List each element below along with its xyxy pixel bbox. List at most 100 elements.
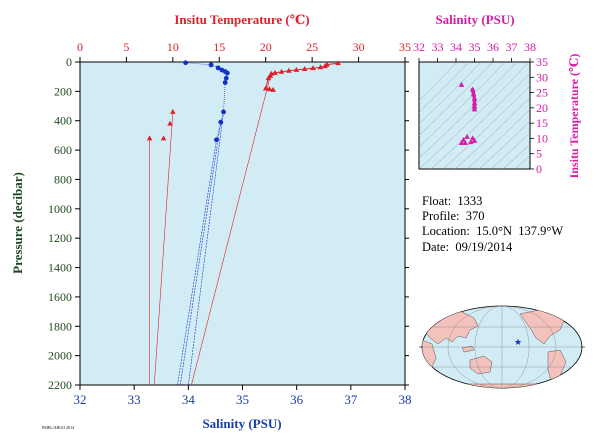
- temperature-deep-line: [153, 111, 174, 386]
- ts-surface-band: [470, 87, 477, 112]
- salinity-point: [221, 109, 226, 115]
- profile-axes: 0 5 10 15 20 25 30 35 32 33 34 35 36 37 38 0 200 400 600 80…: [48, 40, 412, 407]
- ts-top-tick-label: 35: [469, 40, 481, 54]
- left-tick-label: 1400: [48, 261, 72, 275]
- float-location-marker: ★: [514, 337, 522, 347]
- ts-contour: [454, 97, 530, 169]
- salinity-point: [223, 75, 229, 81]
- left-tick-label: 1000: [48, 202, 72, 216]
- ts-contour: [419, 62, 530, 169]
- ts-top-tick-label: 36: [487, 40, 499, 54]
- temperature-point: [278, 68, 285, 74]
- left-axis-title: Pressure (decibar): [10, 172, 25, 274]
- top-tick-label: 25: [306, 40, 318, 54]
- temperature-point: [167, 120, 173, 126]
- ts-right-tick-label: 15: [536, 116, 548, 130]
- salinity-deep-line: [179, 122, 222, 386]
- ts-contour: [419, 62, 458, 101]
- temperature-deep-line: [191, 75, 271, 386]
- salinity-deep-line: [188, 111, 224, 386]
- ts-right-tick-label: 20: [536, 101, 548, 115]
- top-axis-title: Insitu Temperature (℃): [174, 12, 309, 27]
- ts-top-tick-label: 32: [413, 40, 425, 54]
- ts-top-tick-label: 38: [524, 40, 536, 54]
- ts-right-axis-title: Insitu Temperature (℃): [567, 54, 581, 179]
- float-id: Float: 1333: [422, 194, 483, 208]
- salinity-point: [215, 65, 221, 71]
- ts-top-tick-label: 34: [450, 40, 462, 54]
- left-tick-label: 0: [66, 55, 72, 69]
- ts-contour: [430, 73, 530, 169]
- ts-point: [458, 140, 465, 146]
- salinity-point: [224, 70, 230, 76]
- ts-point: [462, 140, 469, 146]
- left-tick-label: 2200: [48, 378, 72, 392]
- temperature-point: [317, 64, 324, 70]
- ts-contour: [502, 143, 530, 169]
- left-tick-label: 2000: [48, 349, 72, 363]
- top-tick-label: 20: [260, 40, 272, 54]
- top-tick-label: 35: [399, 40, 411, 54]
- float-info-block: Float: 1333 Profile: 370 Location: 15.0°…: [422, 194, 563, 255]
- bottom-tick-label: 32: [74, 392, 87, 407]
- profile-chart: 0 5 10 15 20 25 30 35 32 33 34 35 36 37 38 0 200 400 600 80…: [10, 12, 412, 431]
- ts-point: [460, 136, 467, 142]
- location: Location: 15.0°N 137.9°W: [422, 224, 564, 239]
- temperature-point: [262, 85, 269, 91]
- map-graticule: [422, 306, 582, 388]
- temperature-point: [322, 63, 328, 69]
- left-tick-label: 1800: [48, 319, 72, 333]
- bottom-tick-label: 38: [399, 392, 412, 407]
- ts-contour: [514, 155, 530, 169]
- salinity-point: [222, 80, 228, 85]
- ts-right-tick-label: 35: [536, 55, 548, 69]
- salinity-point: [208, 62, 214, 68]
- bottom-tick-label: 37: [344, 392, 358, 407]
- ts-top-axis-title: Salinity (PSU): [435, 12, 514, 27]
- top-tick-label: 15: [213, 40, 225, 54]
- top-tick-label: 10: [167, 40, 179, 54]
- ts-right-tick-label: 10: [536, 131, 548, 145]
- ts-contour: [419, 62, 494, 137]
- ts-point: [471, 137, 478, 143]
- bottom-tick-label: 35: [236, 392, 249, 407]
- ts-contour: [419, 62, 482, 125]
- ts-right-tick-label: 0: [536, 162, 542, 176]
- left-tick-label: 600: [54, 143, 72, 157]
- ts-point: [458, 81, 465, 87]
- ts-contour: [419, 62, 470, 113]
- temperature-point: [335, 60, 341, 66]
- ts-contour: [419, 62, 518, 159]
- ts-right-tick-label: 25: [536, 86, 548, 100]
- temperature-point: [301, 66, 308, 72]
- date: Date: 09/19/2014: [422, 239, 513, 254]
- top-tick-label: 0: [77, 40, 83, 54]
- left-tick-label: 400: [54, 114, 72, 128]
- bottom-tick-label: 34: [182, 392, 196, 407]
- temperature-point: [293, 66, 300, 72]
- salinity-point: [183, 60, 189, 66]
- temperature-point: [310, 65, 316, 71]
- temperature-point: [286, 67, 292, 73]
- top-tick-label: 30: [353, 40, 365, 54]
- bottom-tick-label: 33: [128, 392, 141, 407]
- ts-data: [458, 81, 478, 146]
- left-tick-label: 1200: [48, 231, 72, 245]
- temperature-point: [146, 135, 153, 141]
- left-tick-label: 800: [54, 172, 72, 186]
- salinity-point: [214, 137, 219, 143]
- profile-data: [146, 60, 341, 386]
- temperature-profile-line: [265, 62, 339, 91]
- bottom-axis-title: Salinity (PSU): [202, 416, 281, 431]
- left-tick-label: 1600: [48, 290, 72, 304]
- ts-contour: [478, 120, 530, 169]
- ts-top-tick-label: 37: [506, 40, 518, 54]
- salinity-point: [218, 119, 224, 125]
- ts-contour: [490, 132, 530, 169]
- temperature-point: [266, 86, 273, 92]
- profile-plot-area: [79, 61, 406, 386]
- ts-contour: [419, 62, 506, 148]
- bottom-tick-label: 36: [290, 392, 304, 407]
